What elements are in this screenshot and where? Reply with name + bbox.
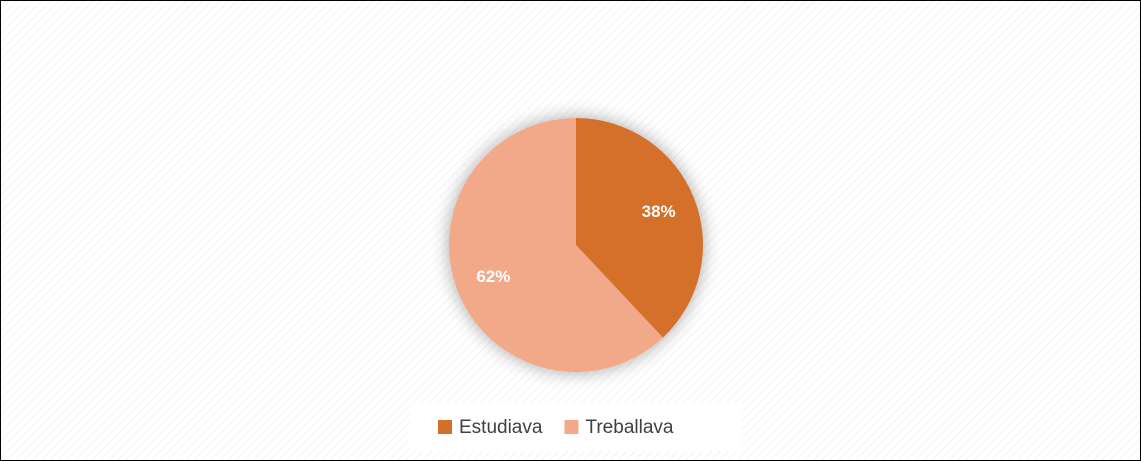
data-label: 62% [476,267,510,286]
legend-label: Treballava [585,417,673,438]
legend-swatch [438,420,452,434]
pie-slice [449,118,663,372]
pie [449,118,703,372]
legend-label: Estudiava [459,417,543,438]
pie-slice [576,118,703,338]
legend-swatch [564,420,579,434]
data-labels: 38% 62% [476,202,675,286]
legend-items: Estudiava Treballava [438,417,674,438]
data-label: 38% [642,202,676,221]
